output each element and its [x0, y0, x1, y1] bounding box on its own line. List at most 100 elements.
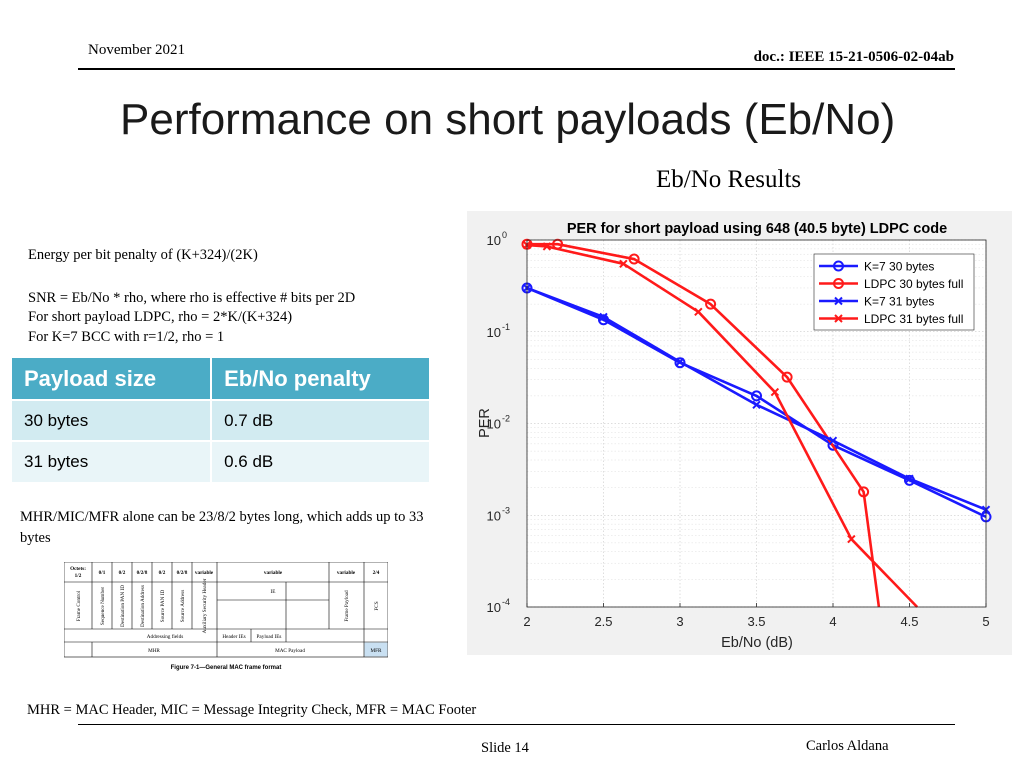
slide-subtitle: Eb/No Results	[656, 166, 802, 193]
per-chart: 2 2.5 3 3.5 4 4.5 5 10 0 10 -1 10 -2 10 -3 10 -4 PER for…	[467, 211, 1012, 655]
field-frame-control: Frame Control	[76, 590, 82, 621]
data-point	[781, 371, 793, 383]
bcc-rho-text: For K=7 BCC with r=1/2, rho = 1	[28, 329, 225, 345]
data-point	[833, 260, 844, 272]
field-source-address: Source Address	[180, 590, 186, 622]
footer-divider	[78, 724, 955, 725]
y-tick-label: 10	[487, 233, 501, 248]
mfr-label: MFR	[371, 648, 382, 654]
snr-definition-text: SNR = Eb/No * rho, where rho is effectiv…	[28, 290, 356, 306]
data-point	[858, 486, 870, 498]
mac-payload-label: MAC Payload	[275, 648, 305, 654]
y-tick-label: 10	[487, 417, 501, 432]
table-cell: 0.7 dB	[211, 399, 431, 441]
header-doc-id: doc.: IEEE 15-21-0506-02-04ab	[753, 49, 954, 65]
legend-label: LDPC 30 bytes full	[864, 277, 963, 291]
x-tick-label: 5	[982, 614, 989, 629]
octet-size: 0/2	[159, 570, 166, 576]
field-destination-address: Destination Address	[140, 585, 146, 627]
header-payload-size: Payload size	[12, 358, 213, 400]
y-tick-exponent: -1	[502, 322, 510, 332]
y-tick-exponent: 0	[502, 230, 507, 240]
chart-legend: K=7 30 bytes LDPC 30 bytes full K=7 31 byt…	[813, 253, 975, 331]
octet-size: 0/2/8	[137, 570, 148, 576]
header-divider	[78, 68, 955, 70]
octets-sub: 1/2	[75, 573, 82, 579]
table-cell: 0.6 dB	[211, 440, 431, 482]
octets-label: Octets:	[70, 566, 86, 572]
octet-size: 0/2/8	[177, 570, 188, 576]
x-tick-label: 2	[523, 614, 530, 629]
chart-title: PER for short payload using 648 (40.5 by…	[567, 221, 947, 237]
field-aux-security-header: Auxiliary Security Header	[202, 578, 208, 633]
data-point	[628, 253, 640, 265]
y-tick-label: 10	[487, 600, 501, 615]
slide-number: Slide 14	[481, 740, 529, 756]
legend-entry: K=7 30 bytes	[819, 260, 934, 274]
x-tick-label: 3	[676, 614, 683, 629]
table-cell: 30 bytes	[12, 399, 213, 441]
data-point	[834, 296, 843, 306]
mhr-length-note: MHR/MIC/MFR alone can be 23/8/2 bytes lo…	[20, 509, 424, 546]
data-point	[833, 278, 844, 289]
x-tick-label: 2.5	[594, 614, 612, 629]
y-tick-label: 10	[487, 325, 501, 340]
field-source-pan-id: Source PAN ID	[160, 590, 166, 623]
octet-size: variable	[195, 570, 214, 576]
data-point	[675, 357, 685, 367]
payload-ies-label: Payload IEs	[257, 634, 282, 640]
mac-figure-caption: Figure 7-1—General MAC frame format	[171, 665, 282, 671]
series-k-7-31-bytes	[522, 283, 991, 514]
data-point	[619, 259, 628, 269]
y-tick-label: 10	[487, 508, 501, 523]
table-row: 30 bytes 0.7 dB	[12, 399, 431, 441]
header-date: November 2021	[88, 42, 186, 58]
mac-frame-format-figure: Octets: 1/2 0/1 0/2 0/2/8 0/2 0/2/8 vari…	[63, 561, 389, 674]
data-point	[705, 298, 717, 310]
field-destination-pan-id: Destination PAN ID	[120, 585, 126, 627]
header-ies-label: Header IEs	[222, 634, 245, 640]
x-tick-label: 4.5	[900, 614, 918, 629]
mhr-label: MHR	[148, 648, 160, 654]
octet-size: 0/2	[119, 570, 126, 576]
legend-entry: LDPC 30 bytes full	[819, 277, 963, 291]
slide-title: Performance on short payloads (Eb/No)	[120, 95, 896, 144]
x-axis-label: Eb/No (dB)	[721, 635, 793, 651]
plot-frame	[526, 239, 987, 608]
field-sequence-number: Sequence Number	[100, 587, 106, 625]
ldpc-rho-text: For short payload LDPC, rho = 2*K/(K+324…	[28, 309, 293, 325]
field-frame-payload: Frame Payload	[344, 590, 350, 622]
legend-label: LDPC 31 bytes full	[864, 312, 963, 326]
x-tick-label: 3.5	[747, 614, 765, 629]
legend-entry: K=7 31 bytes	[819, 295, 934, 309]
series-line	[526, 286, 987, 519]
ie-label: IE	[271, 589, 276, 595]
data-point	[834, 314, 843, 323]
octet-size: variable	[264, 570, 283, 576]
addressing-fields-label: Addressing fields	[147, 633, 183, 640]
y-tick-exponent: -4	[502, 597, 510, 607]
data-point	[770, 387, 780, 397]
data-point	[905, 474, 914, 483]
legend-entry: LDPC 31 bytes full	[819, 312, 963, 326]
series-group	[521, 238, 992, 608]
table-header-row: Payload size Eb/No penalty	[12, 358, 431, 400]
series-ldpc-30-bytes-full	[521, 238, 881, 608]
y-tick-exponent: -2	[502, 414, 510, 424]
author-name: Carlos Aldana	[806, 738, 889, 754]
octet-size: 2/4	[373, 570, 380, 576]
octet-size: variable	[337, 570, 356, 576]
x-tick-label: 4	[829, 614, 836, 629]
octet-size: 0/1	[99, 570, 106, 576]
legend-label: K=7 30 bytes	[864, 260, 934, 274]
data-point	[542, 242, 552, 251]
data-point	[847, 534, 856, 544]
table-row: 31 bytes 0.6 dB	[12, 440, 431, 482]
data-point	[751, 390, 762, 402]
penalty-formula-text: Energy per bit penalty of (K+324)/(2K)	[28, 247, 258, 263]
abbreviation-footnote: MHR = MAC Header, MIC = Message Integrit…	[27, 702, 477, 718]
y-tick-exponent: -3	[502, 505, 510, 515]
data-point	[674, 357, 686, 369]
